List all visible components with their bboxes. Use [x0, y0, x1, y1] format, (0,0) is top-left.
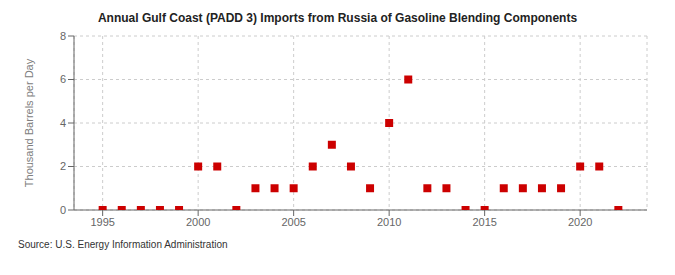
- svg-text:4: 4: [60, 117, 66, 129]
- svg-text:2005: 2005: [281, 216, 305, 228]
- svg-text:2000: 2000: [186, 216, 210, 228]
- html-text:Annual Gulf Coast (PADD 3) Imp: Annual Gulf Coast (PADD 3) Imports from …: [97, 11, 578, 25]
- svg-text:2020: 2020: [568, 216, 592, 228]
- svg-text:2: 2: [60, 160, 66, 172]
- svg-text:6: 6: [60, 73, 66, 85]
- svg-text:Thousand Barrels per Day: Thousand Barrels per Day: [23, 58, 35, 187]
- svg-text:2015: 2015: [472, 216, 496, 228]
- svg-text:1995: 1995: [90, 216, 114, 228]
- html-text:Source: U.S. Energy Informatio: Source: U.S. Energy Information Administ…: [18, 239, 228, 250]
- svg-text:2010: 2010: [377, 216, 401, 228]
- svg-text:8: 8: [60, 30, 66, 42]
- svg-text:0: 0: [60, 204, 66, 216]
